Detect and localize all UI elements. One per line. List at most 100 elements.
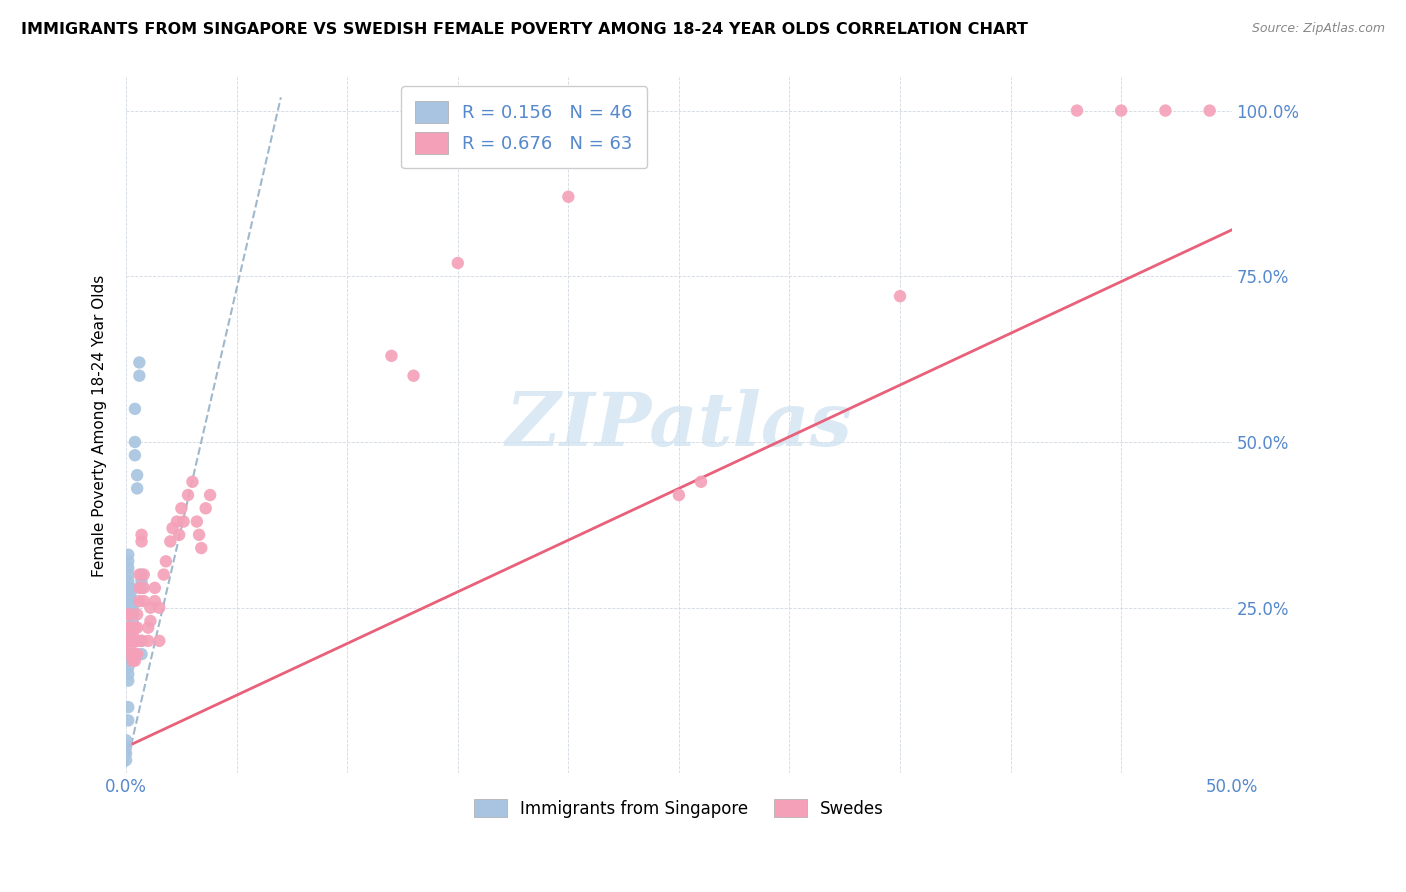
Point (143, 581, 166, 595)
Point (127, 621, 149, 635)
Point (117, 714, 139, 728)
Point (121, 600, 143, 615)
Point (124, 448, 146, 462)
Point (128, 594, 150, 608)
Point (181, 475, 204, 489)
Point (166, 515, 188, 529)
Point (117, 660, 139, 674)
Point (117, 607, 139, 622)
Point (120, 647, 142, 661)
Point (120, 607, 142, 622)
Point (148, 600, 170, 615)
Point (127, 633, 149, 648)
Point (115, 739, 138, 754)
Point (117, 621, 139, 635)
Point (117, 607, 139, 622)
Point (131, 567, 153, 582)
Point (131, 574, 153, 589)
Point (124, 633, 146, 648)
Point (121, 621, 143, 635)
Point (131, 633, 153, 648)
Point (194, 501, 217, 516)
Point (128, 368, 150, 383)
Point (186, 515, 208, 529)
Point (121, 654, 143, 668)
Point (668, 488, 690, 502)
Point (148, 633, 170, 648)
Point (117, 567, 139, 582)
Point (127, 607, 149, 622)
Point (139, 614, 162, 628)
Point (136, 621, 159, 635)
Point (117, 574, 139, 589)
Point (117, 633, 139, 648)
Point (132, 581, 155, 595)
Point (115, 753, 138, 767)
Point (117, 673, 139, 688)
Point (690, 475, 713, 489)
Point (1198, 103, 1220, 118)
Point (1154, 103, 1177, 118)
Point (120, 594, 142, 608)
Point (124, 435, 146, 450)
Point (120, 607, 142, 622)
Point (117, 561, 139, 575)
Legend: Immigrants from Singapore, Swedes: Immigrants from Singapore, Swedes (467, 793, 891, 824)
Point (117, 554, 139, 568)
Point (115, 733, 138, 747)
Point (120, 621, 142, 635)
Text: ZIPatlas: ZIPatlas (506, 389, 852, 462)
Point (124, 621, 146, 635)
Point (139, 600, 162, 615)
Point (121, 647, 143, 661)
Point (120, 621, 142, 635)
Point (889, 289, 911, 303)
Point (188, 528, 211, 542)
Point (132, 567, 155, 582)
Point (117, 581, 139, 595)
Point (121, 607, 143, 622)
Point (1109, 103, 1132, 118)
Point (170, 501, 193, 516)
Text: Source: ZipAtlas.com: Source: ZipAtlas.com (1251, 22, 1385, 36)
Point (127, 468, 149, 483)
Point (131, 528, 153, 542)
Point (128, 581, 150, 595)
Point (117, 594, 139, 608)
Point (120, 587, 142, 601)
Point (117, 600, 139, 615)
Point (117, 627, 139, 641)
Point (128, 567, 150, 582)
Text: IMMIGRANTS FROM SINGAPORE VS SWEDISH FEMALE POVERTY AMONG 18-24 YEAR OLDS CORREL: IMMIGRANTS FROM SINGAPORE VS SWEDISH FEM… (21, 22, 1028, 37)
Point (121, 594, 143, 608)
Point (131, 633, 153, 648)
Point (117, 647, 139, 661)
Point (124, 654, 146, 668)
Point (380, 349, 402, 363)
Point (117, 654, 139, 668)
Point (121, 614, 143, 628)
Point (132, 594, 155, 608)
Point (402, 368, 425, 383)
Point (115, 747, 138, 761)
Point (117, 621, 139, 635)
Point (177, 488, 200, 502)
Point (557, 190, 579, 204)
Point (131, 647, 153, 661)
Point (159, 534, 181, 549)
Point (128, 355, 150, 369)
Point (167, 528, 190, 542)
Point (143, 594, 166, 608)
Point (120, 581, 142, 595)
Point (190, 541, 212, 555)
Point (120, 633, 142, 648)
Point (117, 700, 139, 714)
Point (155, 554, 177, 568)
Point (121, 627, 143, 641)
Point (117, 587, 139, 601)
Point (127, 482, 149, 496)
Point (1066, 103, 1088, 118)
Y-axis label: Female Poverty Among 18-24 Year Olds: Female Poverty Among 18-24 Year Olds (93, 275, 107, 576)
Point (447, 256, 470, 270)
Point (162, 521, 184, 535)
